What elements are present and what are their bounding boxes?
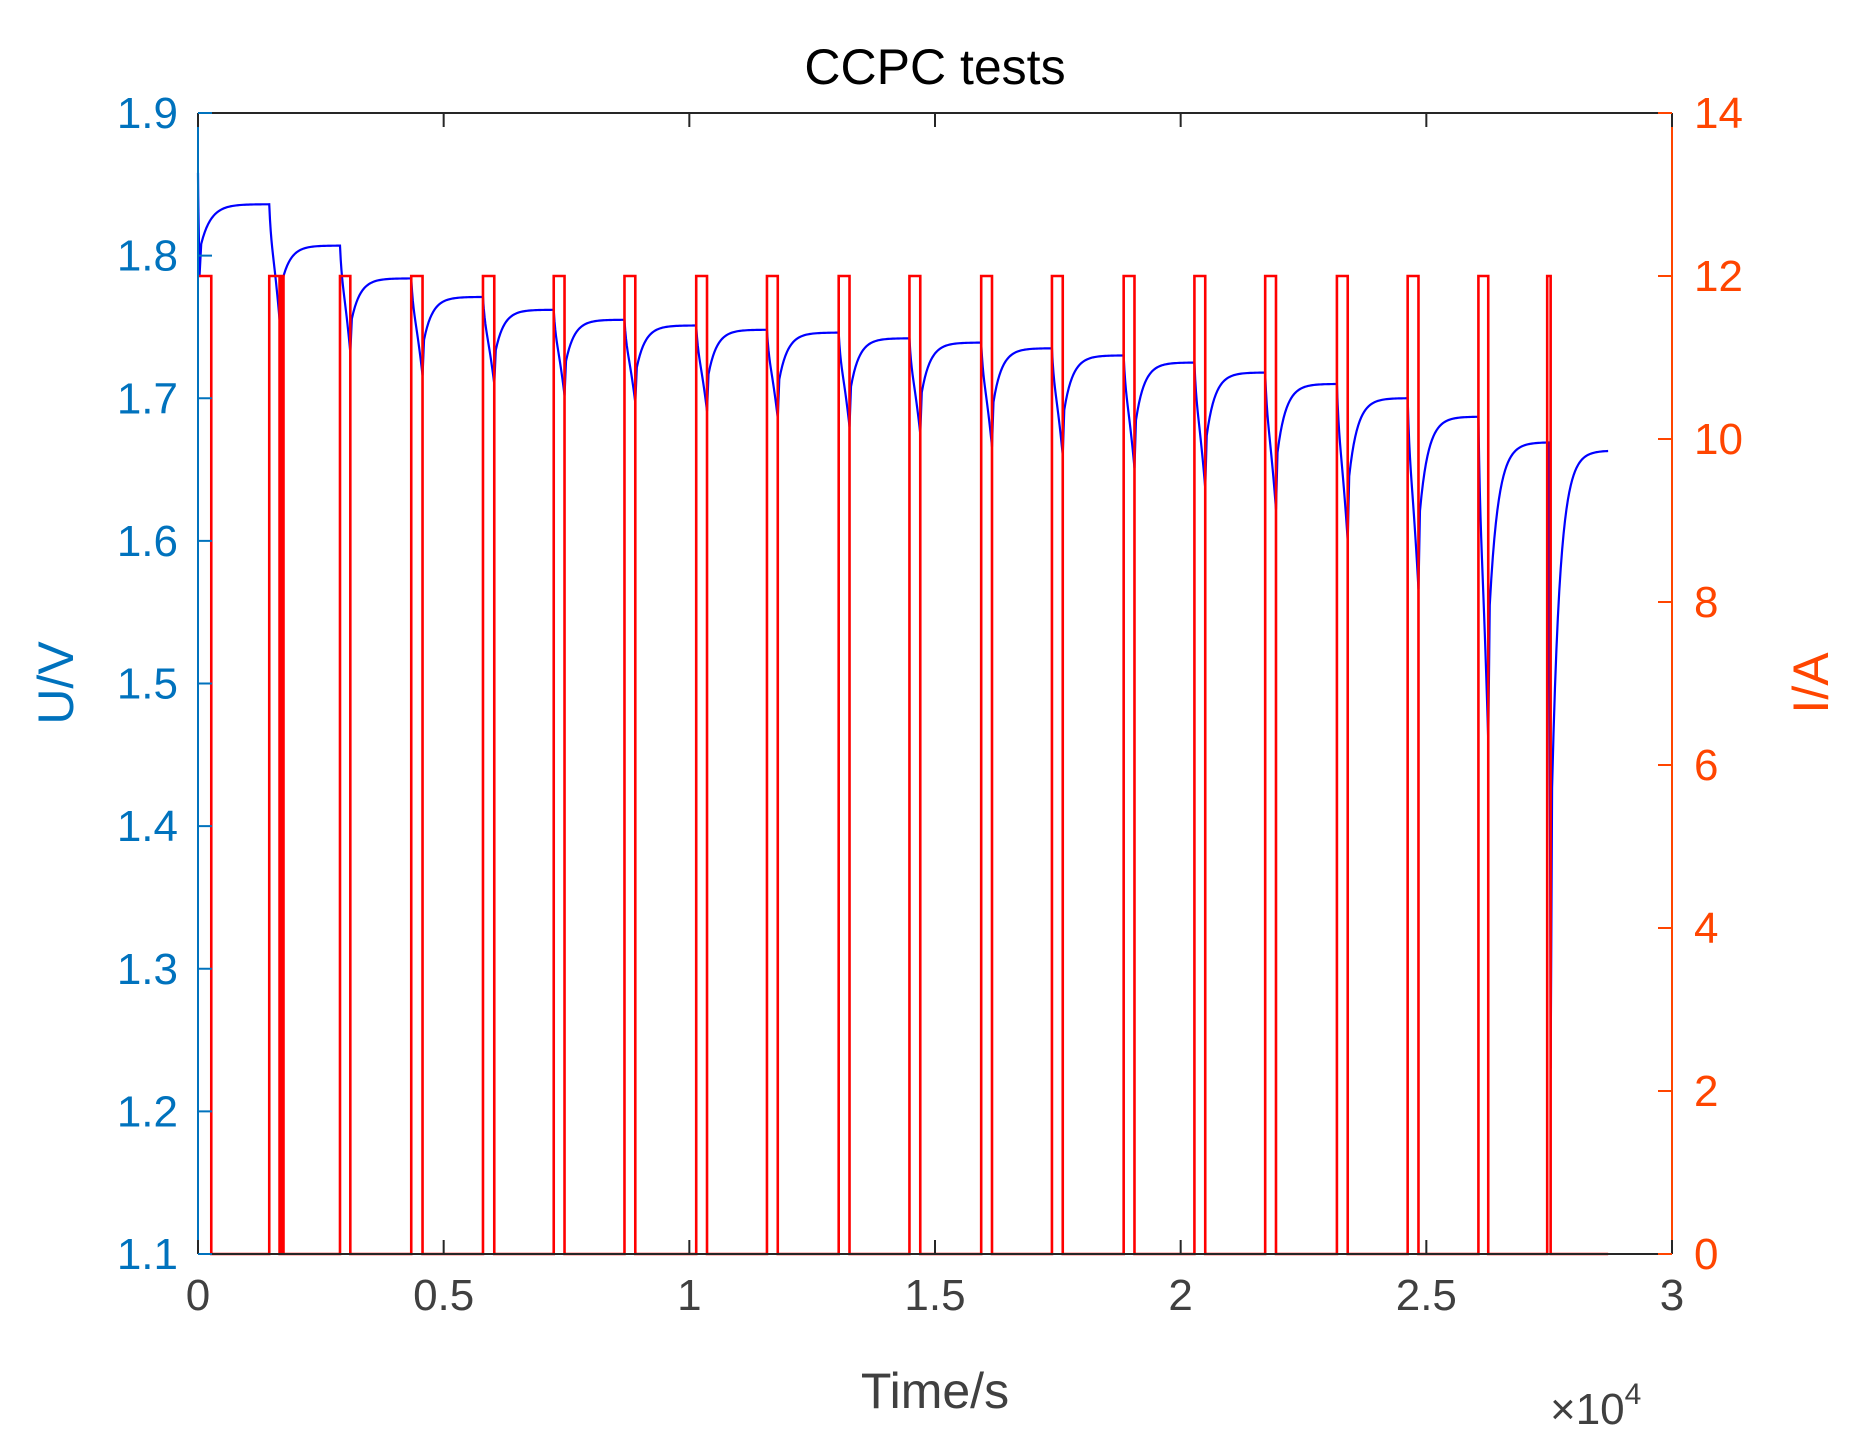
y-left-tick-label: 1.4 bbox=[117, 802, 178, 851]
y-right-tick-label: 12 bbox=[1694, 252, 1743, 301]
y-left-tick-label: 1.2 bbox=[117, 1087, 178, 1136]
x-tick-label: 1.5 bbox=[904, 1271, 965, 1320]
x-axis-label: Time/s bbox=[861, 1363, 1009, 1419]
plot-area bbox=[198, 113, 1672, 1254]
chart-title: CCPC tests bbox=[804, 39, 1065, 95]
y-right-tick-label: 10 bbox=[1694, 415, 1743, 464]
x-tick-label: 0 bbox=[186, 1271, 210, 1320]
y-axis-left-label: U/V bbox=[28, 641, 84, 725]
current-line bbox=[198, 274, 1609, 1256]
x-tick-label: 1 bbox=[677, 1271, 701, 1320]
tick-layer: 0 0.5 1 1.5 2 2.5 3 1.1 1.2 1.3 1.4 1.5 1.6 1.7 1.8 1.9… bbox=[117, 89, 1743, 1320]
y-right-tick-label: 6 bbox=[1694, 741, 1718, 790]
y-right-tick-label: 0 bbox=[1694, 1230, 1718, 1279]
series-layer bbox=[196, 172, 1609, 1256]
y-right-tick-label: 8 bbox=[1694, 578, 1718, 627]
x-tick-label: 2.5 bbox=[1396, 1271, 1457, 1320]
x-tick-label: 3 bbox=[1660, 1271, 1684, 1320]
y-right-tick-label: 14 bbox=[1694, 89, 1743, 138]
y-left-tick-label: 1.3 bbox=[117, 945, 178, 994]
y-right-tick-label: 2 bbox=[1694, 1067, 1718, 1116]
y-left-tick-label: 1.8 bbox=[117, 232, 178, 281]
y-left-tick-label: 1.6 bbox=[117, 517, 178, 566]
y-left-tick-label: 1.1 bbox=[117, 1230, 178, 1279]
y-right-tick-label: 4 bbox=[1694, 904, 1718, 953]
x-exponent-base: ×10 bbox=[1550, 1385, 1625, 1434]
y-left-tick-label: 1.5 bbox=[117, 660, 178, 709]
x-tick-label: 0.5 bbox=[413, 1271, 474, 1320]
x-tick-label: 2 bbox=[1168, 1271, 1192, 1320]
y-left-tick-label: 1.9 bbox=[117, 89, 178, 138]
y-axis-right-label: I/A bbox=[1783, 652, 1839, 714]
x-exponent-label: ×104 bbox=[1550, 1378, 1641, 1434]
y-left-tick-label: 1.7 bbox=[117, 374, 178, 423]
x-exponent-power: 4 bbox=[1625, 1378, 1642, 1411]
